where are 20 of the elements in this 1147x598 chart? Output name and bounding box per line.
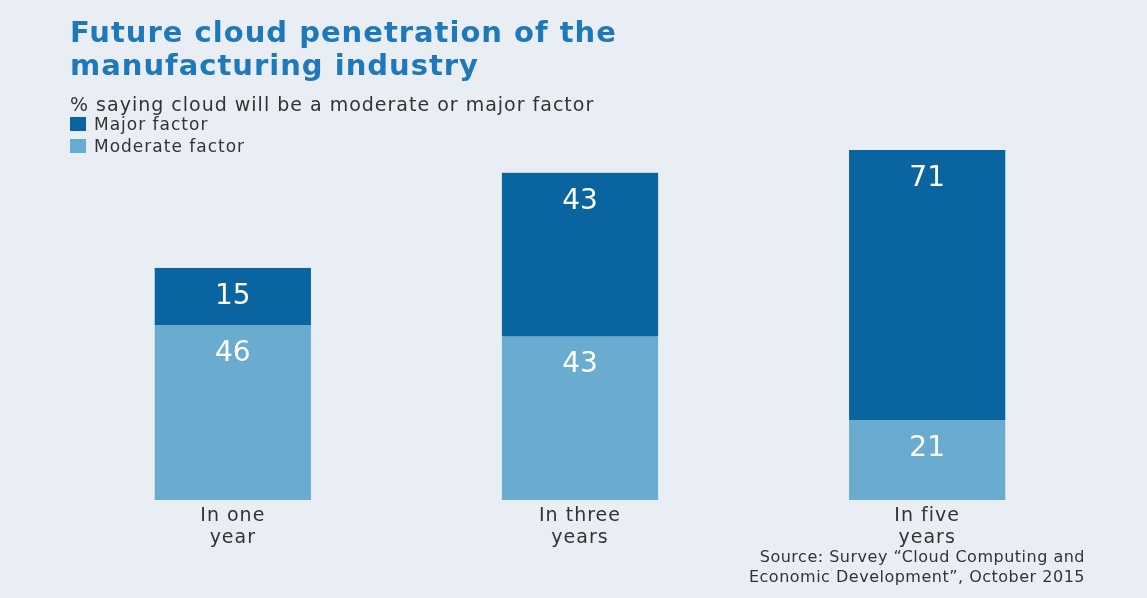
bar <box>154 267 311 325</box>
data-label: 46 <box>215 335 251 368</box>
bar <box>154 325 311 500</box>
bar <box>849 150 1006 421</box>
legend-label: Major factor <box>94 114 209 134</box>
data-label: 15 <box>215 277 251 311</box>
data-label: 43 <box>562 182 598 216</box>
data-label: 43 <box>562 346 598 380</box>
chart-subtitle: % saying cloud will be a moderate or major factor <box>70 93 595 115</box>
x-tick-label: In one year <box>200 503 266 547</box>
legend-label: Moderate factor <box>94 136 246 156</box>
data-label: 71 <box>909 160 945 193</box>
source-note: Source: Survey “Cloud Computing and Economic Development”, October 2015 <box>748 547 1085 586</box>
x-tick-label: In three years <box>539 503 621 547</box>
data-label: 21 <box>909 430 945 464</box>
chart-title: Future cloud penetration of the manufacturing industry <box>70 15 617 82</box>
bar <box>501 336 659 500</box>
bar <box>849 420 1006 500</box>
bar <box>501 172 659 337</box>
x-tick-label: In five years <box>894 503 960 547</box>
